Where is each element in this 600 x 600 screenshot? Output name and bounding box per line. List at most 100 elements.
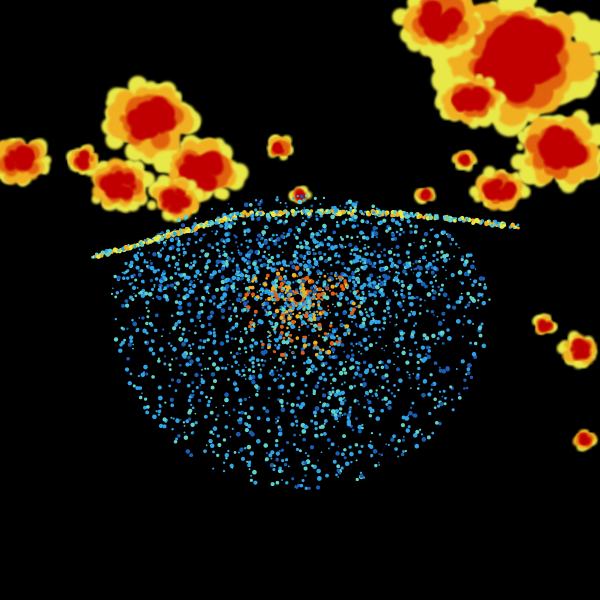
clutter-echo bbox=[327, 309, 330, 311]
storm-echo bbox=[140, 100, 156, 117]
clutter-echo bbox=[301, 338, 307, 343]
clutter-echo bbox=[317, 279, 320, 282]
storm-echo bbox=[580, 438, 587, 445]
clutter-echo bbox=[358, 273, 361, 276]
clutter-echo bbox=[387, 249, 393, 255]
storm-echo bbox=[470, 93, 477, 101]
clutter-echo bbox=[230, 365, 234, 368]
clutter-echo bbox=[243, 233, 247, 237]
clutter-echo bbox=[313, 311, 316, 314]
clutter-echo bbox=[285, 481, 289, 485]
clutter-echo bbox=[329, 237, 334, 242]
clutter-echo bbox=[247, 460, 252, 465]
clutter-echo bbox=[313, 323, 318, 328]
clutter-echo bbox=[415, 295, 419, 299]
clutter-echo bbox=[241, 368, 245, 373]
clutter-echo bbox=[274, 344, 277, 347]
clutter-echo bbox=[305, 275, 310, 281]
clutter-echo bbox=[400, 452, 405, 457]
clutter-echo bbox=[371, 235, 375, 239]
clutter-echo bbox=[343, 381, 346, 384]
clutter-echo bbox=[204, 367, 207, 370]
storm-echo bbox=[157, 103, 175, 121]
clutter-echo bbox=[255, 298, 259, 302]
clutter-echo bbox=[145, 306, 148, 309]
clutter-echo bbox=[312, 265, 315, 269]
clutter-echo bbox=[400, 292, 404, 296]
clutter-echo bbox=[248, 324, 252, 329]
clutter-echo bbox=[219, 302, 223, 307]
clutter-echo bbox=[330, 214, 335, 220]
clutter-echo bbox=[147, 251, 151, 254]
clutter-echo bbox=[307, 247, 311, 250]
clutter-echo bbox=[134, 278, 138, 282]
clutter-echo bbox=[219, 224, 223, 228]
clutter-echo bbox=[297, 306, 302, 310]
clutter-echo bbox=[260, 358, 264, 362]
clutter-echo bbox=[231, 303, 235, 306]
clutter-echo bbox=[199, 338, 203, 342]
clutter-echo bbox=[365, 390, 368, 394]
clutter-echo bbox=[423, 299, 427, 302]
clutter-echo bbox=[204, 265, 209, 270]
clutter-echo bbox=[400, 423, 405, 428]
clutter-echo bbox=[162, 269, 166, 273]
clutter-echo bbox=[319, 271, 323, 275]
clutter-echo bbox=[312, 346, 316, 350]
storm-echo bbox=[500, 186, 507, 193]
clutter-echo bbox=[199, 255, 202, 259]
clutter-echo bbox=[295, 235, 299, 240]
clutter-echo bbox=[305, 359, 311, 364]
clutter-echo bbox=[199, 391, 204, 395]
clutter-echo bbox=[343, 399, 347, 402]
clutter-echo bbox=[373, 250, 377, 253]
clutter-echo bbox=[355, 268, 358, 271]
clutter-echo bbox=[198, 362, 202, 367]
clutter-echo bbox=[238, 417, 243, 422]
clutter-echo bbox=[146, 315, 150, 319]
clutter-echo bbox=[253, 314, 257, 317]
clutter-echo bbox=[474, 268, 477, 270]
clutter-echo bbox=[188, 329, 191, 332]
clutter-echo bbox=[458, 295, 464, 301]
clutter-echo bbox=[173, 286, 177, 290]
clutter-echo bbox=[227, 202, 230, 205]
clutter-echo bbox=[177, 239, 181, 243]
clutter-echo bbox=[402, 450, 405, 453]
clutter-echo bbox=[203, 414, 208, 419]
clutter-echo bbox=[329, 324, 333, 328]
storm-echo bbox=[571, 77, 593, 99]
clutter-echo bbox=[323, 317, 326, 320]
clutter-echo bbox=[360, 352, 363, 355]
clutter-echo bbox=[194, 372, 199, 378]
clutter-echo bbox=[127, 342, 132, 347]
clutter-echo bbox=[251, 361, 255, 365]
clutter-echo bbox=[171, 358, 174, 361]
clutter-echo bbox=[287, 321, 292, 326]
clutter-echo bbox=[257, 233, 262, 238]
clutter-echo bbox=[314, 367, 318, 371]
clutter-echo bbox=[312, 302, 316, 306]
clutter-echo bbox=[471, 283, 475, 287]
clutter-echo bbox=[284, 357, 287, 360]
clutter-echo bbox=[319, 215, 322, 218]
clutter-echo bbox=[193, 279, 196, 282]
clutter-echo bbox=[199, 273, 202, 276]
clutter-echo bbox=[114, 317, 118, 321]
clutter-echo bbox=[279, 201, 282, 204]
clutter-echo bbox=[215, 264, 219, 267]
clutter-echo bbox=[327, 305, 330, 308]
clutter-echo bbox=[329, 311, 332, 314]
clutter-echo bbox=[147, 291, 153, 297]
clutter-echo bbox=[239, 317, 243, 320]
clutter-echo bbox=[302, 361, 306, 365]
clutter-echo bbox=[151, 351, 156, 356]
clutter-echo bbox=[187, 417, 192, 421]
clutter-echo bbox=[164, 295, 169, 299]
clutter-echo bbox=[316, 381, 320, 385]
clutter-echo bbox=[189, 287, 192, 290]
clutter-echo bbox=[241, 277, 244, 280]
clutter-echo bbox=[182, 250, 187, 255]
clutter-echo bbox=[232, 275, 237, 280]
clutter-echo bbox=[468, 301, 471, 304]
